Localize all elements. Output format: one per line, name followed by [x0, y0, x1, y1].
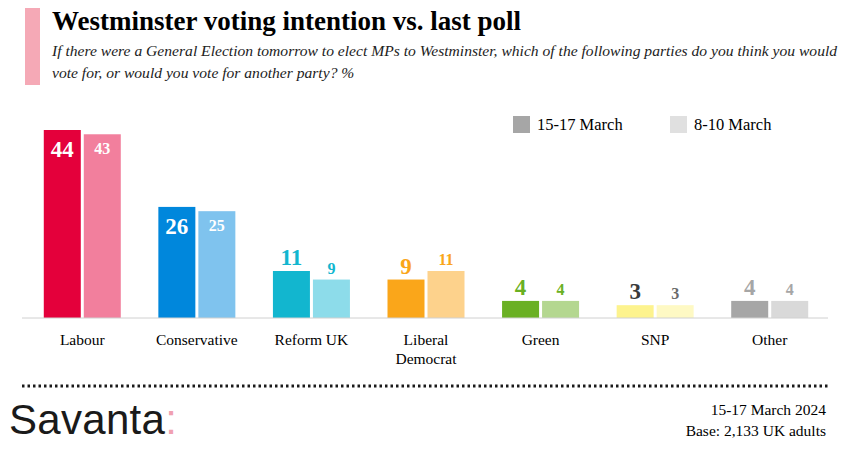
bar	[428, 271, 465, 318]
source-logo: Savanta:	[9, 396, 177, 444]
subtitle: If there were a General Election tomorro…	[52, 40, 841, 84]
data-label: 11	[438, 251, 453, 268]
data-label: 3	[671, 285, 679, 302]
data-label: 9	[400, 254, 412, 279]
bar	[771, 301, 808, 318]
bar	[158, 207, 195, 318]
bar	[313, 280, 350, 318]
chart-root: Westminster voting intention vs. last po…	[0, 0, 841, 456]
legend-label: 8-10 March	[694, 115, 772, 134]
bar	[617, 305, 654, 318]
category-label: Reform UK	[261, 330, 361, 349]
data-label: 11	[281, 245, 303, 270]
category-label: SNP	[605, 330, 705, 349]
annotation: Base: 2,133 UK adults	[686, 421, 826, 440]
data-label: 3	[629, 279, 641, 304]
category-label: Labour	[32, 330, 132, 349]
source-colon: :	[165, 396, 177, 443]
category-label: Conservative	[147, 330, 247, 349]
data-label: 4	[515, 275, 527, 300]
baseline	[22, 318, 828, 319]
category-label: Liberal Democrat	[376, 330, 476, 368]
chart-svg: 4426119434432591143415-17 March8-10 Marc…	[0, 0, 841, 456]
title-accent	[25, 8, 40, 85]
data-label: 4	[786, 281, 794, 298]
data-labels: 44261194344325911434	[51, 137, 794, 304]
category-label: Other	[720, 330, 820, 349]
bar	[657, 305, 694, 318]
bar	[44, 130, 81, 318]
legend-label: 15-17 March	[537, 115, 623, 134]
bar	[273, 271, 310, 318]
bar	[731, 301, 768, 318]
bar	[198, 211, 235, 318]
data-label: 26	[165, 214, 188, 239]
data-label: 43	[94, 140, 110, 157]
data-label: 9	[327, 260, 335, 277]
bars	[44, 130, 808, 318]
title: Westminster voting intention vs. last po…	[52, 5, 521, 37]
annotation: 15-17 March 2024	[711, 400, 826, 419]
data-label: 25	[209, 217, 225, 234]
source-text: Savanta	[9, 396, 165, 443]
bar	[388, 280, 425, 318]
data-label: 44	[51, 137, 75, 162]
bar	[542, 301, 579, 318]
bar	[502, 301, 539, 318]
category-label: Green	[491, 330, 591, 349]
bar	[84, 134, 121, 318]
data-label: 4	[744, 275, 756, 300]
data-label: 4	[557, 281, 565, 298]
legend-swatch	[670, 116, 687, 133]
legend-swatch	[513, 116, 530, 133]
separator	[22, 385, 828, 388]
